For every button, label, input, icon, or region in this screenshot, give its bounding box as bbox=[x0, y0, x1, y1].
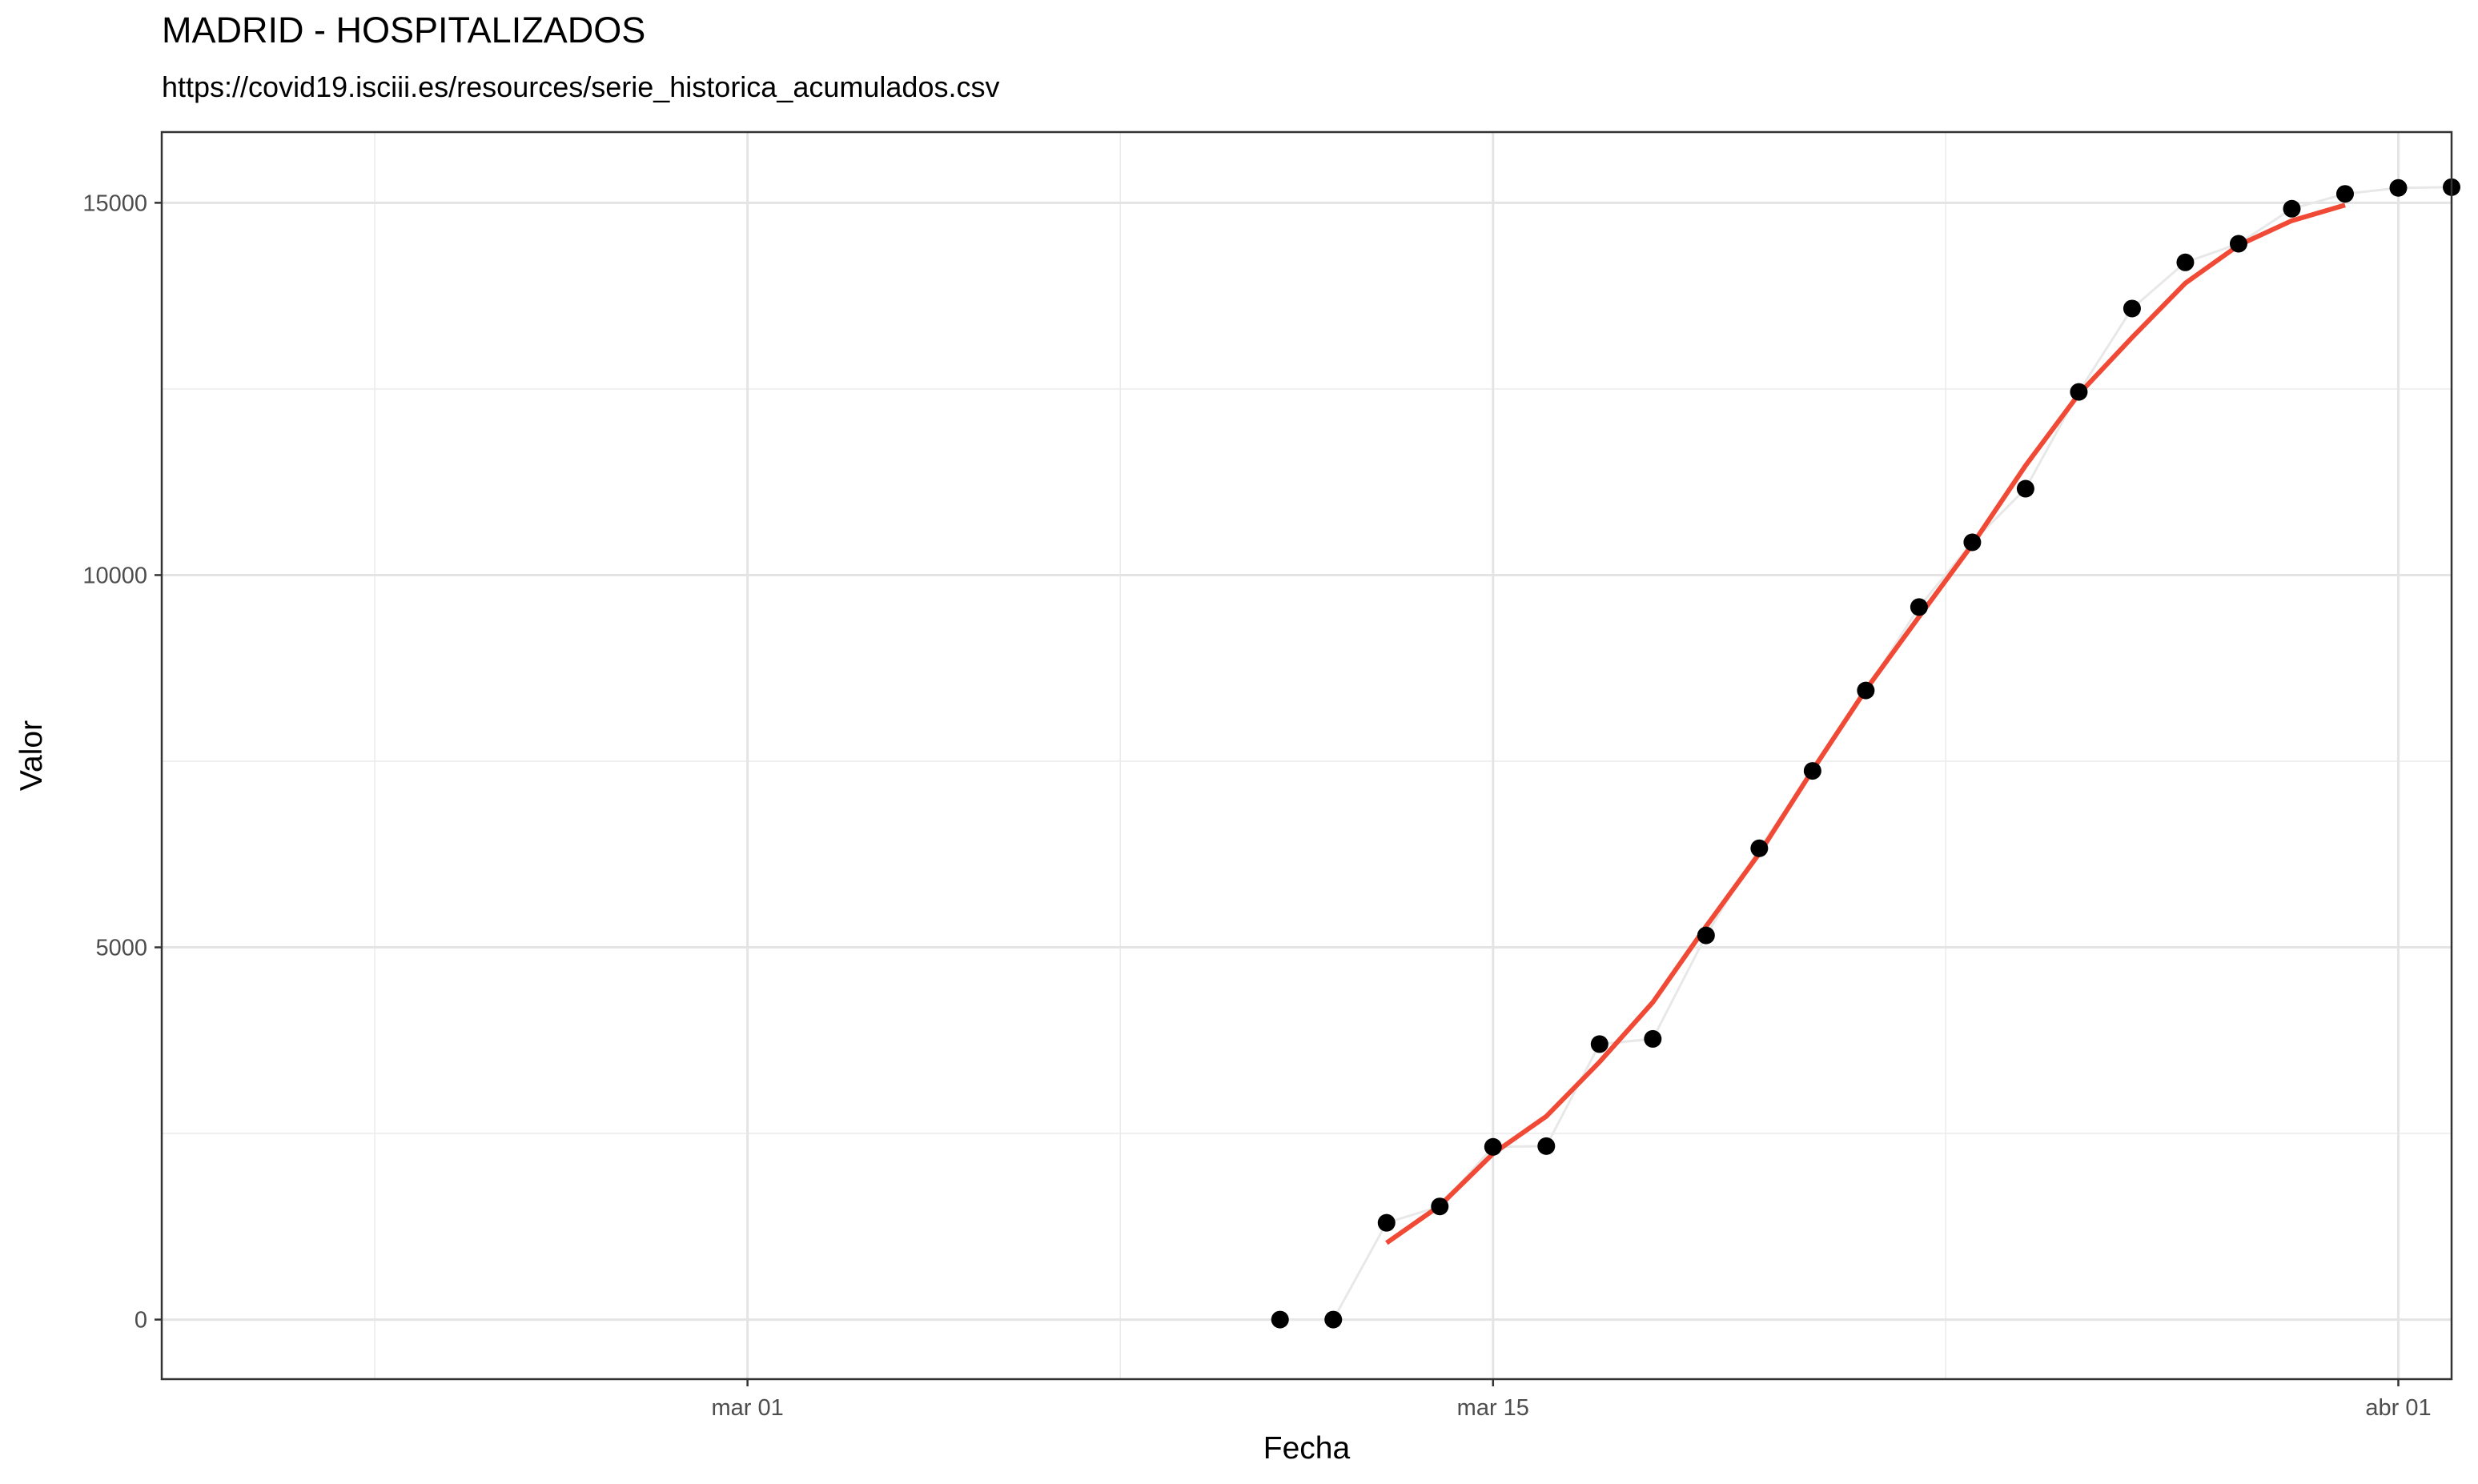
data-point bbox=[1431, 1197, 1449, 1216]
data-point bbox=[1750, 839, 1769, 857]
y-tick-label: 10000 bbox=[82, 563, 147, 588]
data-point bbox=[1857, 681, 1875, 700]
plot-panel-border bbox=[160, 130, 2453, 1381]
data-point bbox=[2123, 299, 2141, 318]
y-tick-label: 15000 bbox=[82, 191, 147, 216]
chart-subtitle: https://covid19.isciii.es/resources/seri… bbox=[162, 70, 1000, 103]
data-point bbox=[2229, 235, 2247, 253]
smoothed-trend-line bbox=[1385, 203, 2346, 1245]
y-axis-title: Valor bbox=[14, 720, 49, 791]
chart-title: MADRID - HOSPITALIZADOS bbox=[162, 10, 646, 50]
data-point bbox=[2283, 199, 2301, 218]
data-point bbox=[1484, 1137, 1502, 1156]
y-tick-label: 5000 bbox=[95, 936, 147, 961]
data-point bbox=[1324, 1310, 1343, 1329]
data-point bbox=[2389, 178, 2408, 197]
data-point bbox=[1377, 1213, 1396, 1232]
series-layer bbox=[1271, 178, 2460, 1329]
x-tick-label: mar 01 bbox=[711, 1395, 783, 1421]
data-point bbox=[1803, 762, 1821, 780]
data-point bbox=[1271, 1310, 1289, 1329]
x-axis-title: Fecha bbox=[1263, 1431, 1351, 1466]
x-tick-label: abr 01 bbox=[2365, 1395, 2431, 1421]
data-point bbox=[1537, 1137, 1556, 1155]
y-tick-label: 0 bbox=[135, 1308, 147, 1334]
observed-series-line bbox=[1279, 186, 2452, 1322]
data-point bbox=[1963, 533, 1982, 551]
tick-layer: mar 01 mar 15 abr 01 0 5000 10000 15000 bbox=[82, 191, 2431, 1421]
data-point bbox=[1644, 1029, 1662, 1048]
grid-layer bbox=[162, 132, 2452, 1379]
data-point bbox=[2335, 185, 2354, 203]
data-point bbox=[1590, 1035, 1608, 1053]
data-point bbox=[2176, 253, 2195, 271]
data-point bbox=[2070, 383, 2088, 401]
x-tick-label: mar 15 bbox=[1457, 1395, 1529, 1421]
data-point bbox=[1697, 926, 1715, 945]
data-point bbox=[1910, 598, 1928, 616]
data-point bbox=[2016, 479, 2034, 498]
